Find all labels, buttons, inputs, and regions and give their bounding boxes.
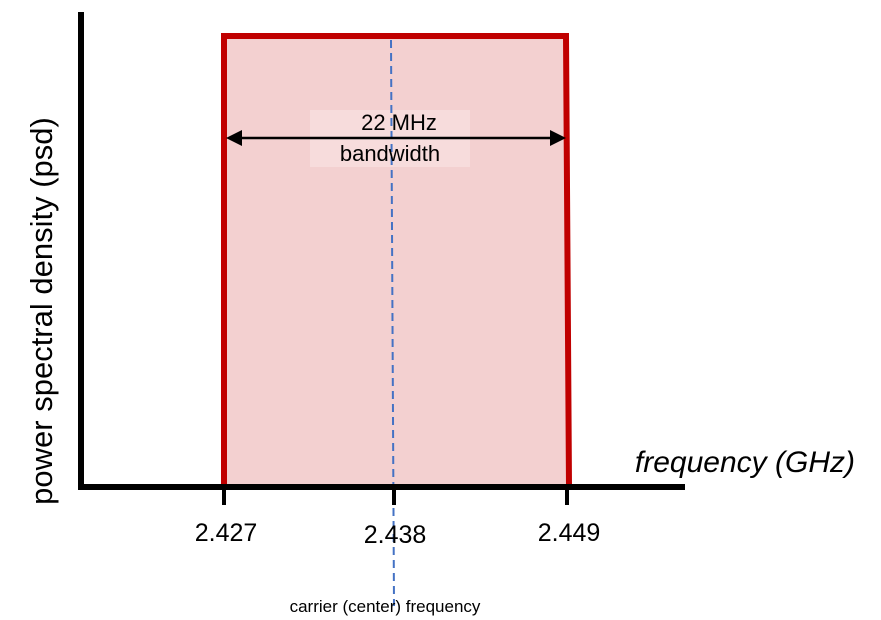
tick-label-2427: 2.427 [195, 519, 258, 547]
carrier-frequency-line [390, 39, 395, 607]
y-axis-title: power spectral density (psd) [24, 117, 59, 505]
carrier-frequency-label: carrier (center) frequency [290, 597, 481, 616]
tick-label-2449: 2.449 [538, 519, 601, 547]
bandwidth-label-line1: 22 MHz [361, 110, 437, 135]
channel-band-outline [221, 33, 572, 488]
bandwidth-arrow [226, 130, 566, 146]
tick-label-2438: 2.438 [364, 521, 427, 549]
channel-band [224, 36, 569, 487]
x-axis-title: frequency (GHz) [635, 446, 855, 479]
bandwidth-label-line2: bandwidth [340, 141, 440, 166]
